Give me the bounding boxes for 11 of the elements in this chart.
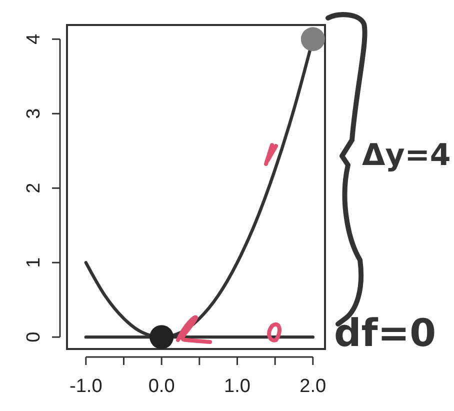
y-tick-label: 2: [24, 182, 44, 194]
y-tick-label: 3: [24, 108, 44, 119]
x-tick-label: -1.0: [70, 376, 102, 397]
x-tick-label: 2.0: [300, 376, 326, 397]
y-tick-label: 4: [24, 33, 44, 44]
x-tick-label: 1.0: [224, 376, 250, 397]
y-tick-label: 0: [24, 332, 44, 342]
x-tick-label: 0.0: [148, 376, 175, 397]
text: df=0: [334, 311, 436, 355]
y-tick-label: 1: [24, 257, 44, 268]
text: Δy=4: [362, 138, 451, 173]
